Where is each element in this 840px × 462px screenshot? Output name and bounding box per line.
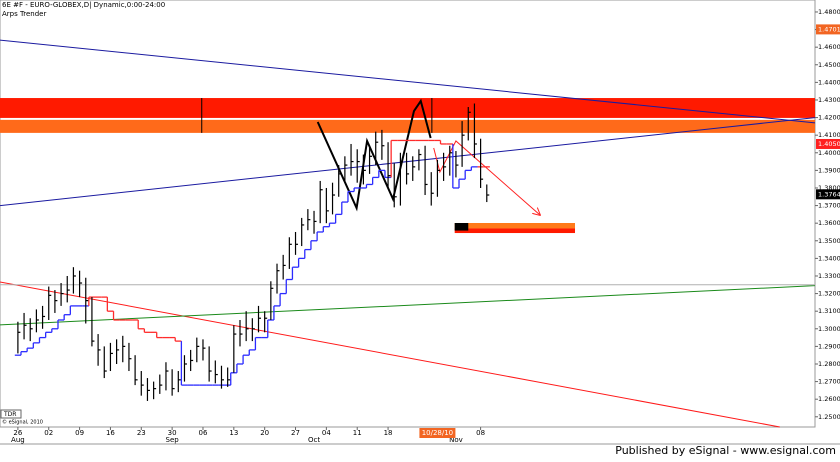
x-tick-label: 30 (168, 429, 177, 437)
y-tick-label: 1.4300 (818, 96, 840, 104)
zone (0, 98, 815, 118)
y-tick-label: 1.3500 (818, 237, 840, 245)
x-tick-label: 04 (322, 429, 331, 437)
y-tick-label: 1.2900 (818, 342, 840, 350)
x-tick-label: 23 (137, 429, 146, 437)
y-tick-label: 1.3100 (818, 307, 840, 315)
x-tick-label: 18 (384, 429, 393, 437)
zone (0, 119, 815, 133)
x-tick-label: 27 (291, 429, 300, 437)
month-label: Nov (449, 436, 463, 444)
x-tick-label: 06 (199, 429, 208, 437)
copyright: © eSignal, 2010 (2, 419, 43, 426)
y-tick-label: 1.2700 (818, 378, 840, 386)
footer: Published by eSignal - www.esignal.com (615, 444, 836, 457)
x-tick-label: 09 (75, 429, 84, 437)
trend-line (0, 39, 816, 124)
price-flag (816, 189, 840, 200)
x-tick-label: 16 (106, 429, 115, 437)
x-tick-label: 11 (353, 429, 362, 437)
y-tick-label: 1.4500 (818, 61, 840, 69)
x-tick-label: 13 (229, 429, 238, 437)
plot-area (0, 0, 816, 428)
x-tick-label: 08 (476, 429, 485, 437)
trend-line (0, 117, 816, 207)
x-tick-label: 26 (13, 429, 22, 437)
y-tick-label: 1.4100 (818, 131, 840, 139)
y-tick-label: 1.4600 (818, 43, 840, 51)
cursor-flag (419, 428, 456, 438)
indicator-name: Arps Trender (2, 10, 46, 18)
projection (433, 140, 540, 215)
trend-line (316, 98, 432, 212)
y-tick-label: 1.4400 (818, 78, 840, 86)
price-flag (816, 138, 840, 149)
y-tick-label: 1.4200 (818, 114, 840, 122)
y-tick-label: 1.4800 (818, 8, 840, 16)
y-tick-label: 1.3600 (818, 219, 840, 227)
y-tick-label: 1.3400 (818, 254, 840, 262)
badge: TDR (3, 411, 16, 418)
price-flag (816, 24, 840, 35)
month-label: Aug (11, 436, 25, 444)
trend-line (0, 285, 816, 326)
price-flag-label: 1.4701 (818, 25, 840, 33)
month-label: Sep (166, 436, 180, 444)
zone (454, 228, 576, 234)
zone (454, 223, 469, 231)
badge-box (0, 409, 22, 419)
trend-line (0, 281, 780, 428)
x-tick-label: 02 (44, 429, 53, 437)
zone (454, 223, 576, 229)
price-flag-label: 1.4050 (818, 140, 840, 148)
y-tick-label: 1.2500 (818, 413, 840, 421)
x-tick-label: 20 (260, 429, 269, 437)
y-tick-label: 1.3800 (818, 184, 840, 192)
footer-bar (0, 444, 840, 458)
y-tick-label: 1.2600 (818, 395, 840, 403)
price-flag-label: 1.3764 (818, 190, 840, 198)
y-tick-label: 1.3300 (818, 272, 840, 280)
y-tick-label: 1.3000 (818, 325, 840, 333)
cursor-date: 10/28/10 (422, 429, 453, 437)
month-label: Oct (308, 436, 320, 444)
y-tick-label: 1.2800 (818, 360, 840, 368)
chart-title: 6E #F - EURO-GLOBEX,D| Dynamic,0:00-24:0… (2, 1, 165, 9)
y-tick-label: 1.3200 (818, 290, 840, 298)
y-tick-label: 1.3700 (818, 202, 840, 210)
y-tick-label: 1.4000 (818, 149, 840, 157)
y-tick-label: 1.3900 (818, 166, 840, 174)
